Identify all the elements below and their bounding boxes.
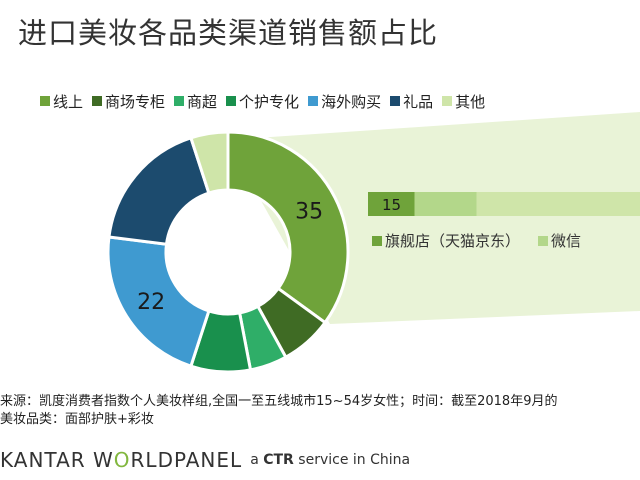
pie-slice-6 <box>189 130 230 195</box>
legend-item-overseas: 海外购买 <box>308 91 381 112</box>
legend-item-online: 线上 <box>40 91 83 112</box>
legend-label: 旗舰店（天猫京东） <box>385 232 521 250</box>
bar-remainder <box>476 192 640 216</box>
legend-swatch <box>40 96 50 106</box>
pie-data-label: 35 <box>295 200 323 225</box>
legend-label: 商场专柜 <box>105 92 166 111</box>
legend-swatch <box>92 96 103 106</box>
breakdown-legend-wechat: 微信 <box>538 230 581 251</box>
legend-swatch <box>390 96 401 106</box>
donut-chart: 35 22 <box>106 130 350 374</box>
legend-label: 个护专化 <box>239 92 300 111</box>
category-note: 美妆品类：面部护肤+彩妆 <box>0 412 154 427</box>
legend-item-personal-care: 个护专化 <box>226 91 299 112</box>
kantar-worldpanel-logo: KANTAR WORLDPANEL <box>0 448 242 472</box>
pie-slice-4 <box>106 235 211 369</box>
logo-text-2: RLDPANEL <box>130 448 243 472</box>
legend-item-gift: 礼品 <box>390 91 433 112</box>
tagline-rest: service in China <box>298 452 411 468</box>
pie-slice-0 <box>226 130 350 325</box>
legend-swatch <box>308 96 319 106</box>
online-breakdown-bar: 15 <box>368 192 640 216</box>
legend-swatch <box>174 96 185 106</box>
breakdown-legend: 旗舰店（天猫京东） 微信 <box>372 230 581 251</box>
source-note: 来源：凯度消费者指数个人美妆样组,全国一至五线城市15~54岁女性；时间：截至2… <box>0 394 558 409</box>
legend-label: 线上 <box>53 92 84 111</box>
legend-label: 微信 <box>551 232 582 250</box>
legend-label: 商超 <box>187 92 218 111</box>
tagline-a: a <box>250 452 259 468</box>
pie-slice-5 <box>107 135 211 246</box>
legend-label: 其他 <box>455 92 486 111</box>
bar-data-label: 15 <box>382 196 401 214</box>
logo-text-1: KANTAR W <box>0 448 114 472</box>
breakdown-legend-flagship: 旗舰店（天猫京东） <box>372 230 520 251</box>
footer-tagline: a CTR service in China <box>250 452 410 468</box>
legend-item-other: 其他 <box>442 91 485 112</box>
legend-swatch <box>372 235 382 246</box>
legend-item-department-store: 商场专柜 <box>92 91 165 112</box>
bar-segment-0 <box>368 192 415 216</box>
legend-item-supermarket: 商超 <box>174 91 217 112</box>
pie-data-label: 22 <box>137 290 165 315</box>
legend-swatch <box>538 235 549 246</box>
logo-text-accent: O <box>113 448 131 472</box>
footer: KANTAR WORLDPANEL a CTR service in China <box>0 446 410 474</box>
page-title: 进口美妆各品类渠道销售额占比 <box>18 16 439 50</box>
bar-segment-1 <box>414 192 477 216</box>
tagline-ctr: CTR <box>263 452 294 468</box>
legend-label: 海外购买 <box>321 92 382 111</box>
legend-label: 礼品 <box>403 92 434 111</box>
legend-swatch <box>226 96 237 106</box>
chart-legend: 线上 商场专柜 商超 个护专化 海外购买 礼品 其他 <box>40 90 485 112</box>
legend-swatch <box>442 96 453 106</box>
